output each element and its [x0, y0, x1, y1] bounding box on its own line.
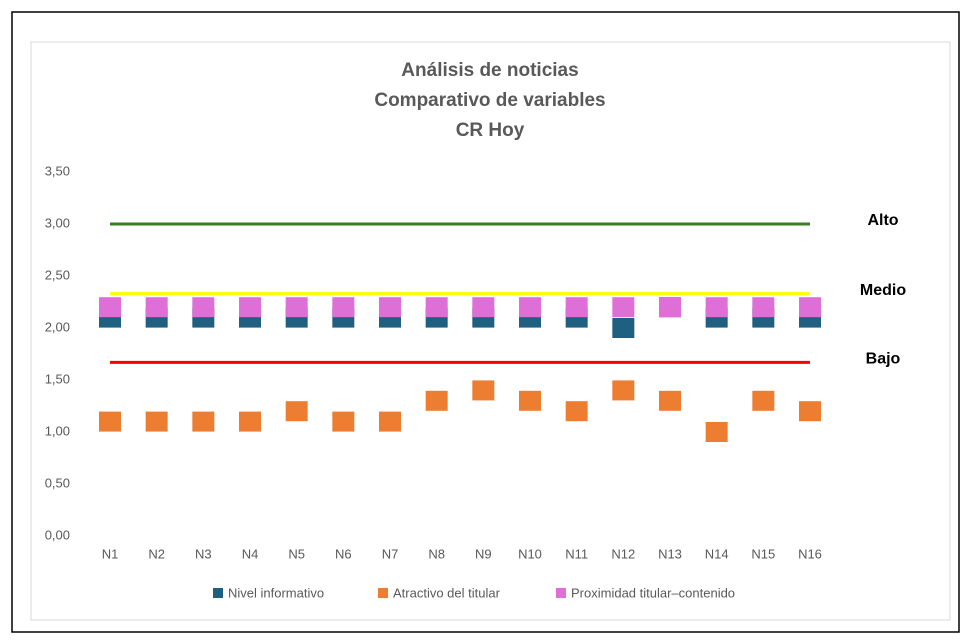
y-tick-label: 1,00 [45, 423, 70, 438]
marker [612, 297, 635, 318]
marker [239, 297, 261, 318]
x-tick-label: N14 [705, 546, 729, 561]
x-tick-label: N5 [288, 546, 305, 561]
marker [799, 401, 821, 422]
marker [145, 297, 168, 318]
marker [192, 297, 215, 318]
marker [705, 422, 728, 442]
marker [332, 297, 355, 318]
x-tick-label: N11 [565, 546, 588, 561]
marker [379, 297, 401, 318]
reference-label: Bajo [866, 351, 901, 368]
marker [192, 411, 215, 432]
x-tick-label: N15 [751, 546, 775, 561]
y-tick-label: 0,50 [45, 475, 70, 490]
marker [752, 297, 775, 318]
marker [472, 380, 495, 401]
y-tick-label: 3,50 [45, 163, 70, 178]
marker [612, 380, 635, 401]
x-tick-label: N9 [475, 546, 492, 561]
marker [705, 297, 728, 318]
legend-label: Atractivo del titular [393, 585, 501, 600]
reference-label: Alto [867, 212, 898, 229]
x-tick-label: N16 [798, 546, 822, 561]
marker [332, 411, 355, 432]
x-tick-label: N2 [148, 546, 165, 561]
y-tick-label: 0,00 [45, 527, 70, 542]
marker [565, 297, 588, 318]
marker [659, 390, 681, 411]
marker [239, 411, 261, 432]
marker [799, 297, 821, 318]
marker [519, 390, 541, 411]
legend-label: Proximidad titular–contenido [571, 585, 735, 600]
chart-title: Comparativo de variables [374, 90, 605, 111]
x-tick-label: N10 [518, 546, 542, 561]
chart-title: CR Hoy [456, 120, 525, 141]
x-tick-label: N13 [658, 546, 682, 561]
marker [659, 297, 681, 318]
marker [565, 401, 588, 422]
y-tick-label: 2,50 [45, 267, 70, 282]
x-tick-label: N4 [242, 546, 259, 561]
x-tick-label: N3 [195, 546, 212, 561]
marker [519, 297, 541, 318]
marker [285, 401, 308, 422]
marker [425, 297, 448, 318]
marker [145, 411, 168, 432]
x-tick-label: N6 [335, 546, 352, 561]
marker [472, 297, 495, 318]
legend-label: Nivel informativo [228, 585, 324, 600]
chart-title: Análisis de noticias [401, 60, 578, 81]
legend-swatch [213, 588, 223, 598]
x-tick-label: N7 [382, 546, 399, 561]
marker [752, 390, 775, 411]
marker [99, 297, 121, 318]
marker [285, 297, 308, 318]
y-tick-label: 2,00 [45, 319, 70, 334]
y-tick-label: 1,50 [45, 371, 70, 386]
legend-swatch [378, 588, 388, 598]
legend-swatch [556, 588, 566, 598]
chart-area [30, 41, 951, 621]
marker [612, 318, 635, 338]
reference-label: Medio [860, 282, 906, 299]
y-tick-label: 3,00 [45, 215, 70, 230]
x-tick-label: N8 [428, 546, 445, 561]
x-tick-label: N12 [611, 546, 635, 561]
x-tick-label: N1 [102, 546, 119, 561]
marker [425, 390, 448, 411]
marker [99, 411, 121, 432]
marker [379, 411, 401, 432]
